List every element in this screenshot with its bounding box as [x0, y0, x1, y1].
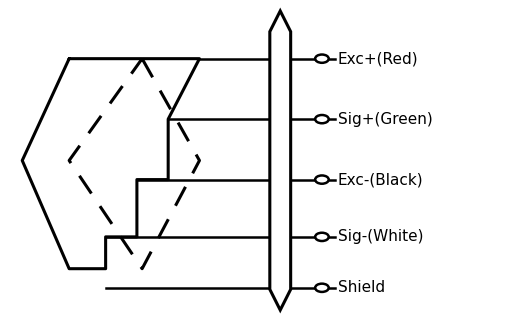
Circle shape — [315, 55, 329, 63]
Circle shape — [315, 115, 329, 123]
Text: Sig+(Green): Sig+(Green) — [337, 112, 432, 126]
Text: Exc-(Black): Exc-(Black) — [337, 172, 423, 187]
Circle shape — [315, 176, 329, 184]
Text: Shield: Shield — [337, 280, 385, 295]
Circle shape — [315, 284, 329, 292]
Circle shape — [315, 233, 329, 241]
Text: Sig-(White): Sig-(White) — [337, 230, 423, 244]
Text: Exc+(Red): Exc+(Red) — [337, 51, 418, 66]
Polygon shape — [270, 11, 291, 310]
